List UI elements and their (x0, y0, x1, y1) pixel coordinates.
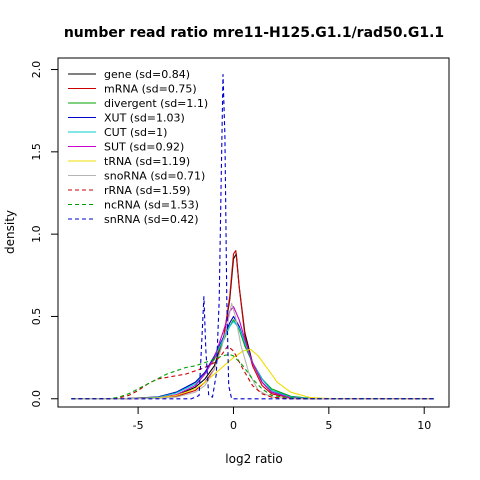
plot-frame (57, 57, 450, 408)
x-tick-label: 5 (325, 419, 332, 432)
series-line-5 (71, 306, 434, 400)
legend-label: ncRNA (sd=1.53) (104, 199, 199, 212)
x-tick-label: 10 (417, 419, 431, 432)
series-line-7 (71, 302, 434, 400)
legend-label: SUT (sd=0.92) (104, 141, 184, 154)
legend-label: rRNA (sd=1.59) (104, 184, 190, 197)
y-tick-label: 0.5 (30, 308, 43, 326)
legend-label: snoRNA (sd=0.71) (104, 170, 205, 183)
y-tick-label: 1.5 (30, 143, 43, 161)
x-tick-label: 0 (230, 419, 237, 432)
legend-label: CUT (sd=1) (104, 126, 167, 139)
series-line-1 (71, 250, 434, 400)
legend-label: tRNA (sd=1.19) (104, 155, 190, 168)
y-axis-label: density (3, 210, 17, 254)
legend: gene (sd=0.84) mRNA (sd=0.75)divergent (s… (68, 68, 208, 226)
series-line-9 (71, 353, 434, 400)
axis-ticks: -5 0 5 10 0.0 0.5 1.0 1.5 2.0 (30, 61, 431, 432)
legend-label: divergent (sd=1.1) (104, 97, 208, 110)
chart-title: number read ratio mre11-H125.G1.1/rad50.… (64, 25, 444, 41)
series-line-10 (71, 73, 434, 400)
x-tick-label: -5 (133, 419, 144, 432)
series-line-4 (71, 320, 434, 400)
legend-label: snRNA (sd=0.42) (104, 213, 199, 226)
x-axis-label: log2 ratio (225, 452, 282, 466)
y-tick-label: 0.0 (30, 390, 43, 408)
series-lines (71, 73, 434, 400)
legend-label: gene (sd=0.84) (104, 68, 190, 81)
legend-label: XUT (sd=1.03) (104, 112, 185, 125)
legend-label: mRNA (sd=0.75) (104, 83, 197, 96)
y-tick-label: 2.0 (30, 61, 43, 79)
y-tick-label: 1.0 (30, 225, 43, 243)
